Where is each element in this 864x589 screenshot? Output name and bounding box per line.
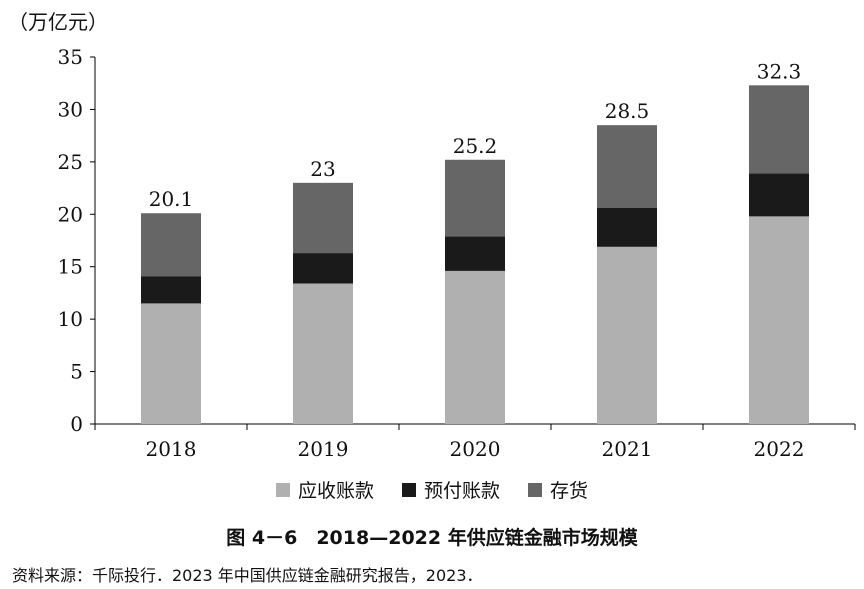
y-tick-label: 25 [58, 150, 83, 174]
legend-swatch-prepayments [401, 482, 416, 497]
total-label: 25.2 [453, 134, 498, 158]
x-axis: 2018 2019 2020 2021 2022 [94, 423, 856, 461]
legend-item-inventory: 存货 [528, 476, 588, 503]
y-tick-label: 20 [58, 202, 83, 226]
y-axis-unit-label: （万亿元） [8, 10, 108, 34]
bar-segment-1 [293, 283, 353, 424]
bar-segment-1 [445, 270, 505, 424]
bars [141, 85, 809, 424]
bar-segment-3 [293, 182, 353, 254]
total-label: 23 [310, 157, 335, 181]
bar-segment-3 [749, 85, 809, 174]
bar-segment-1 [749, 216, 809, 424]
bar-segment-1 [141, 303, 201, 424]
bar-segment-3 [597, 125, 657, 208]
x-tick-label: 2021 [602, 437, 653, 461]
y-tick-label: 0 [70, 412, 83, 436]
legend-item-receivables: 应收账款 [275, 476, 374, 503]
total-label: 20.1 [149, 187, 194, 211]
bar-segment-2 [293, 253, 353, 284]
source-note: 资料来源：千际投行．2023 年中国供应链金融研究报告，2023． [12, 566, 483, 585]
y-tick-label: 30 [58, 97, 83, 121]
legend-label-prepayments: 预付账款 [423, 480, 500, 502]
y-axis: 0 5 10 15 20 25 30 35 [58, 45, 96, 436]
x-tick-label: 2022 [754, 437, 805, 461]
y-tick-label: 5 [70, 360, 83, 384]
bar-segment-3 [141, 213, 201, 277]
total-label: 32.3 [757, 59, 802, 83]
bar-segment-1 [597, 246, 657, 424]
legend-item-prepayments: 预付账款 [401, 476, 500, 503]
legend-label-inventory: 存货 [550, 480, 589, 502]
y-tick-label: 10 [58, 307, 83, 331]
legend-label-receivables: 应收账款 [297, 480, 374, 502]
x-tick-label: 2018 [146, 437, 197, 461]
bar-segment-3 [445, 159, 505, 237]
x-tick-label: 2019 [298, 437, 349, 461]
bar-segment-2 [749, 173, 809, 217]
total-labels: 20.1 23 25.2 28.5 32.3 [149, 59, 802, 211]
stacked-bar-chart: 0 5 10 15 20 25 30 35 2018 2019 2020 2021 2022 20.1… [58, 45, 856, 461]
x-tick-label: 2020 [450, 437, 501, 461]
legend-swatch-inventory [528, 482, 542, 497]
bar-segment-2 [445, 236, 505, 271]
total-label: 28.5 [605, 99, 650, 123]
figure-caption: 图 4－6 2018—2022 年供应链金融市场规模 [226, 527, 638, 549]
legend: 应收账款 预付账款 存货 [0, 476, 864, 503]
legend-swatch-receivables [275, 482, 290, 497]
bar-segment-2 [141, 276, 201, 304]
y-tick-label: 15 [58, 255, 83, 279]
y-tick-label: 35 [58, 45, 83, 69]
bar-segment-2 [597, 207, 657, 247]
